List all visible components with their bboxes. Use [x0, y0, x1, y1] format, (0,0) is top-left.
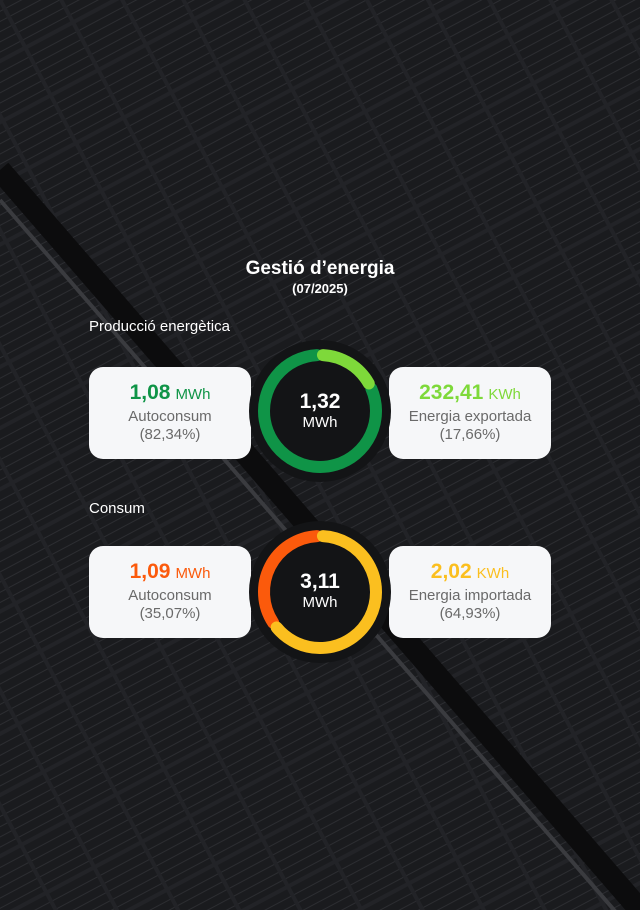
unit: KWh — [476, 565, 510, 582]
consumption-section-label: Consum — [89, 500, 145, 517]
production-total: 1,32 MWh — [270, 390, 370, 431]
production-selfconsumption-card: 1,08 MWh Autoconsum (82,34%) — [89, 367, 251, 459]
production-exported-card: 232,41 KWh Energia exportada (17,66%) — [389, 367, 551, 459]
value: 232,41 — [419, 381, 484, 404]
consumption-total: 3,11 MWh — [270, 570, 370, 611]
right-segment — [270, 530, 382, 654]
label: Autoconsum — [128, 587, 212, 604]
production-donut — [249, 340, 391, 482]
total-unit: MWh — [302, 414, 338, 431]
unit: MWh — [175, 565, 211, 582]
total-value: 1,32 — [299, 390, 341, 413]
consumption-imported-card: 2,02 KWh Energia importada (64,93%) — [389, 546, 551, 638]
period: (07/2025) — [292, 281, 348, 296]
percent: (35,07%) — [139, 605, 201, 622]
label: Autoconsum — [128, 408, 212, 425]
page-title: Gestió d’energia — [245, 258, 395, 279]
total-unit: MWh — [302, 594, 338, 611]
unit: MWh — [175, 386, 211, 403]
value: 2,02 — [430, 560, 472, 583]
label: Energia importada — [408, 587, 532, 604]
percent: (64,93%) — [439, 605, 501, 622]
left-segment — [258, 530, 324, 629]
consumption-donut — [249, 521, 391, 663]
percent: (17,66%) — [439, 426, 501, 443]
percent: (82,34%) — [139, 426, 201, 443]
value: 1,08 — [129, 381, 171, 404]
production-section-label: Producció energètica — [89, 318, 230, 335]
value: 1,09 — [129, 560, 171, 583]
left-segment — [258, 349, 382, 473]
label: Energia exportada — [408, 408, 532, 425]
unit: KWh — [488, 386, 521, 403]
total-value: 3,11 — [300, 570, 340, 593]
consumption-selfconsumption-card: 1,09 MWh Autoconsum (35,07%) — [89, 546, 251, 638]
right-segment — [316, 349, 375, 390]
